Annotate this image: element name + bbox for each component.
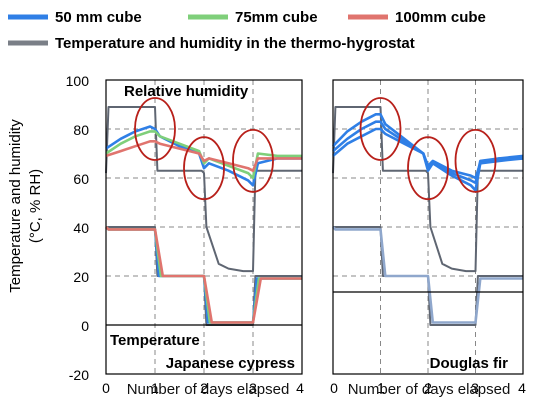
panel-douglas-fir: Douglas fir 0 1 2 3 4 (330, 79, 526, 396)
y-tick-60: 60 (73, 171, 89, 187)
x-tick-4: 4 (296, 380, 304, 396)
legend-label-hygrostat: Temperature and humidity in the thermo-h… (55, 35, 415, 52)
x-tick-3: 3 (249, 380, 257, 396)
series-line (332, 127, 524, 180)
panel-species-label: Douglas fir (430, 355, 509, 372)
series-line (105, 125, 302, 187)
x-axis-title-left: Number of days elapsed (126, 381, 290, 398)
y-axis-title-line2: (°C, % RH) (27, 169, 44, 243)
x-tick-4: 4 (518, 380, 526, 396)
x-axis-title-right: Number of days elapsed (347, 381, 511, 398)
annotation-relative-humidity: Relative humidity (124, 83, 249, 100)
x-tick-1: 1 (151, 380, 159, 396)
highlight-ellipse (232, 128, 274, 193)
legend-label-75mm: 75mm cube (235, 9, 318, 26)
panel-frame (332, 79, 524, 375)
annotation-temperature: Temperature (110, 332, 200, 349)
panel-frame (105, 79, 303, 375)
x-tick-1: 1 (377, 380, 385, 396)
panel-species-label: Japanese cypress (166, 355, 295, 372)
y-tick-20: 20 (73, 269, 89, 285)
y-ticks: 100 80 60 40 20 0 -20 (66, 73, 90, 383)
series-line (105, 106, 302, 273)
panel-japanese-cypress: Relative humidity Temperature Japanese c… (102, 79, 304, 396)
x-tick-0: 0 (330, 380, 338, 396)
y-tick-minus20: -20 (69, 367, 89, 383)
x-tick-0: 0 (102, 380, 110, 396)
series-line (105, 140, 302, 172)
y-tick-100: 100 (66, 73, 90, 89)
highlight-ellipse (359, 97, 402, 161)
series-line (105, 226, 302, 324)
y-axis-title-line1: Temperature and humidity (7, 119, 24, 293)
legend: 50 mm cube 75mm cube 100mm cube Temperat… (8, 9, 486, 52)
highlight-ellipse (454, 128, 497, 193)
series-line (332, 106, 523, 273)
highlight-ellipse (407, 136, 449, 201)
series-line (332, 226, 523, 324)
y-tick-40: 40 (73, 220, 89, 236)
x-tick-2: 2 (424, 380, 432, 396)
highlight-ellipse (134, 97, 176, 161)
legend-label-100mm: 100mm cube (395, 9, 486, 26)
x-tick-2: 2 (200, 380, 208, 396)
highlight-ellipse (183, 136, 225, 201)
y-tick-80: 80 (73, 122, 89, 138)
y-tick-0: 0 (81, 318, 89, 334)
legend-label-50mm: 50 mm cube (55, 9, 142, 26)
x-tick-3: 3 (471, 380, 479, 396)
